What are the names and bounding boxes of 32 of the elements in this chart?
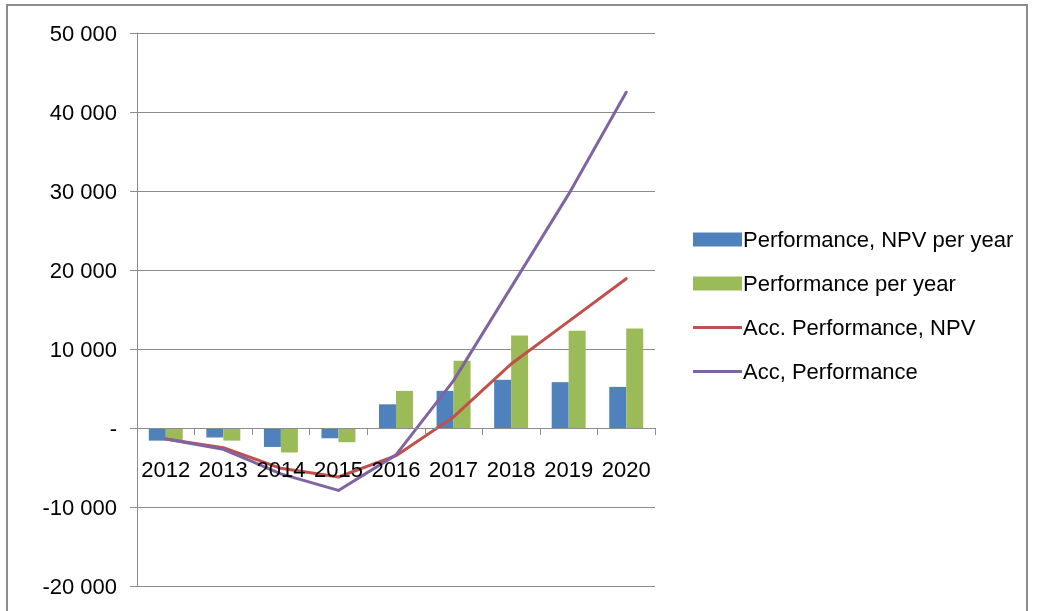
x-tick-label: 2020 <box>601 456 651 482</box>
bar <box>511 335 529 428</box>
x-tick-label: 2017 <box>429 456 479 482</box>
y-tick-label: - <box>109 415 117 441</box>
y-tick-label: 20 000 <box>49 257 117 283</box>
bar <box>223 428 241 441</box>
bar <box>338 428 356 443</box>
y-tick-label: -10 000 <box>42 494 117 520</box>
bar <box>148 428 166 441</box>
bar <box>568 330 586 428</box>
bar <box>263 428 281 447</box>
x-tick-label: 2018 <box>486 456 536 482</box>
legend-label: Performance per year <box>743 271 956 296</box>
bar <box>280 428 298 453</box>
bar <box>609 386 627 428</box>
legend-label: Acc. Performance, NPV <box>743 315 976 340</box>
bar <box>626 328 644 428</box>
x-tick-label: 2012 <box>141 456 191 482</box>
legend-label: Performance, NPV per year <box>743 227 1014 252</box>
x-tick-label: 2013 <box>198 456 248 482</box>
x-tick-label: 2016 <box>371 456 421 482</box>
y-tick-label: 50 000 <box>49 20 117 46</box>
x-tick-label: 2019 <box>544 456 594 482</box>
y-tick-label: -20 000 <box>42 573 117 599</box>
bar <box>396 390 413 428</box>
y-tick-label: 10 000 <box>49 336 117 362</box>
bar <box>551 382 569 428</box>
bar <box>379 404 396 428</box>
y-tick-label: 30 000 <box>49 178 117 204</box>
bar <box>494 379 512 428</box>
legend-label: Acc, Performance <box>743 359 918 384</box>
y-tick-label: 40 000 <box>49 99 117 125</box>
